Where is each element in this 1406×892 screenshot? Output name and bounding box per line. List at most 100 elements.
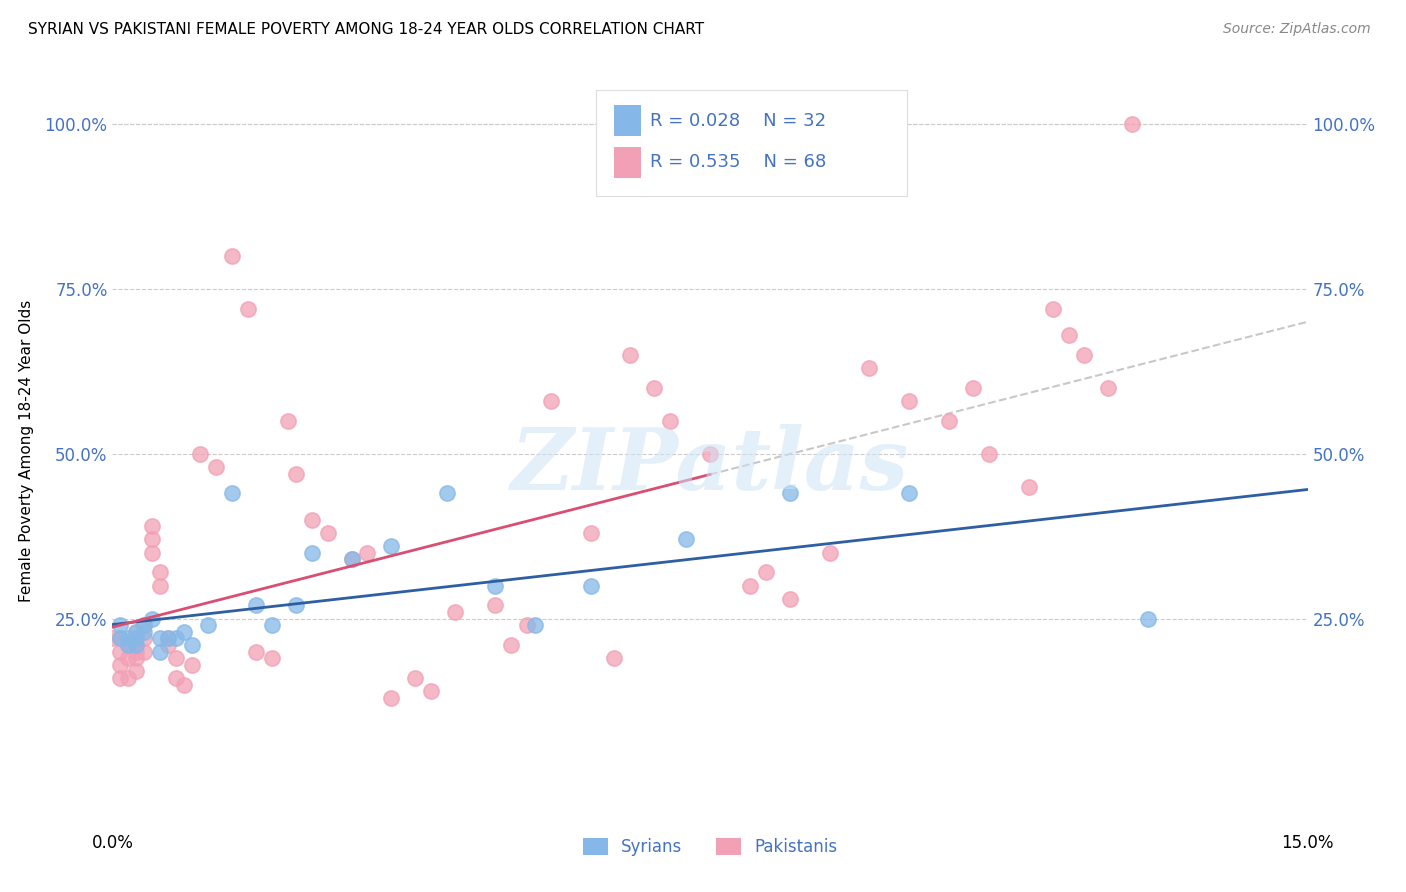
Point bbox=[221, 486, 243, 500]
Point bbox=[523, 618, 546, 632]
Point bbox=[125, 638, 148, 652]
Point bbox=[380, 539, 402, 553]
Point bbox=[125, 651, 148, 665]
Point bbox=[110, 632, 132, 646]
Point bbox=[117, 632, 139, 646]
Point bbox=[284, 467, 307, 481]
Point bbox=[149, 579, 172, 593]
Point bbox=[125, 624, 148, 639]
Point bbox=[380, 690, 402, 705]
Point bbox=[316, 525, 339, 540]
Point bbox=[643, 381, 665, 395]
Point bbox=[301, 513, 323, 527]
Point bbox=[977, 447, 1000, 461]
Point bbox=[117, 638, 139, 652]
Point bbox=[141, 519, 163, 533]
Point bbox=[134, 624, 156, 639]
Point bbox=[340, 552, 363, 566]
Text: R = 0.028    N = 32: R = 0.028 N = 32 bbox=[650, 112, 827, 129]
Y-axis label: Female Poverty Among 18-24 Year Olds: Female Poverty Among 18-24 Year Olds bbox=[18, 300, 34, 601]
Point bbox=[236, 301, 259, 316]
Point bbox=[245, 644, 267, 658]
Point bbox=[699, 447, 721, 461]
Point bbox=[157, 632, 180, 646]
Point bbox=[818, 546, 841, 560]
Point bbox=[110, 657, 132, 672]
Point bbox=[117, 638, 139, 652]
Point bbox=[938, 414, 960, 428]
Point bbox=[110, 671, 132, 685]
Point bbox=[205, 459, 228, 474]
Point bbox=[181, 638, 204, 652]
Point bbox=[898, 394, 921, 409]
Point bbox=[356, 546, 378, 560]
Point bbox=[858, 361, 880, 376]
Point bbox=[134, 632, 156, 646]
Point bbox=[173, 624, 195, 639]
Point bbox=[484, 579, 506, 593]
Point bbox=[675, 533, 697, 547]
Point bbox=[134, 644, 156, 658]
FancyBboxPatch shape bbox=[596, 90, 907, 196]
Point bbox=[117, 671, 139, 685]
Point bbox=[1042, 301, 1064, 316]
Point bbox=[181, 657, 204, 672]
Point bbox=[165, 651, 187, 665]
Point bbox=[1057, 328, 1080, 343]
Point bbox=[149, 566, 172, 580]
Point bbox=[301, 546, 323, 560]
Point bbox=[1073, 348, 1095, 362]
Point bbox=[260, 651, 283, 665]
Point bbox=[779, 591, 801, 606]
Point bbox=[779, 486, 801, 500]
Point bbox=[1018, 480, 1040, 494]
Point bbox=[165, 632, 187, 646]
Point bbox=[157, 632, 180, 646]
Point bbox=[125, 665, 148, 679]
Point bbox=[579, 525, 602, 540]
Point bbox=[962, 381, 984, 395]
Point bbox=[141, 546, 163, 560]
Point bbox=[157, 638, 180, 652]
Point bbox=[245, 599, 267, 613]
Point bbox=[755, 566, 778, 580]
Point bbox=[603, 651, 626, 665]
Point bbox=[141, 611, 163, 625]
Point bbox=[165, 671, 187, 685]
FancyBboxPatch shape bbox=[614, 147, 641, 178]
Text: R = 0.535    N = 68: R = 0.535 N = 68 bbox=[650, 153, 827, 171]
Point bbox=[101, 632, 124, 646]
Point bbox=[1121, 117, 1143, 131]
Text: SYRIAN VS PAKISTANI FEMALE POVERTY AMONG 18-24 YEAR OLDS CORRELATION CHART: SYRIAN VS PAKISTANI FEMALE POVERTY AMONG… bbox=[28, 22, 704, 37]
Point bbox=[659, 414, 682, 428]
Text: ZIPatlas: ZIPatlas bbox=[510, 424, 910, 508]
Point bbox=[277, 414, 299, 428]
Point bbox=[260, 618, 283, 632]
Point bbox=[110, 632, 132, 646]
Point bbox=[484, 599, 506, 613]
Point bbox=[125, 624, 148, 639]
Legend: Syrians, Pakistanis: Syrians, Pakistanis bbox=[576, 831, 844, 863]
Point bbox=[404, 671, 426, 685]
Point bbox=[444, 605, 467, 619]
Point bbox=[110, 644, 132, 658]
Point bbox=[221, 249, 243, 263]
Point bbox=[141, 533, 163, 547]
Point bbox=[149, 632, 172, 646]
Point bbox=[149, 644, 172, 658]
Point bbox=[134, 618, 156, 632]
Point bbox=[173, 677, 195, 691]
Point bbox=[1137, 611, 1160, 625]
Point bbox=[110, 618, 132, 632]
Text: Source: ZipAtlas.com: Source: ZipAtlas.com bbox=[1223, 22, 1371, 37]
Point bbox=[898, 486, 921, 500]
Point bbox=[125, 638, 148, 652]
Point bbox=[420, 684, 443, 698]
Point bbox=[117, 651, 139, 665]
Point bbox=[125, 632, 148, 646]
Point bbox=[540, 394, 562, 409]
Point bbox=[1097, 381, 1119, 395]
Point bbox=[516, 618, 538, 632]
Point bbox=[125, 644, 148, 658]
Point bbox=[188, 447, 211, 461]
